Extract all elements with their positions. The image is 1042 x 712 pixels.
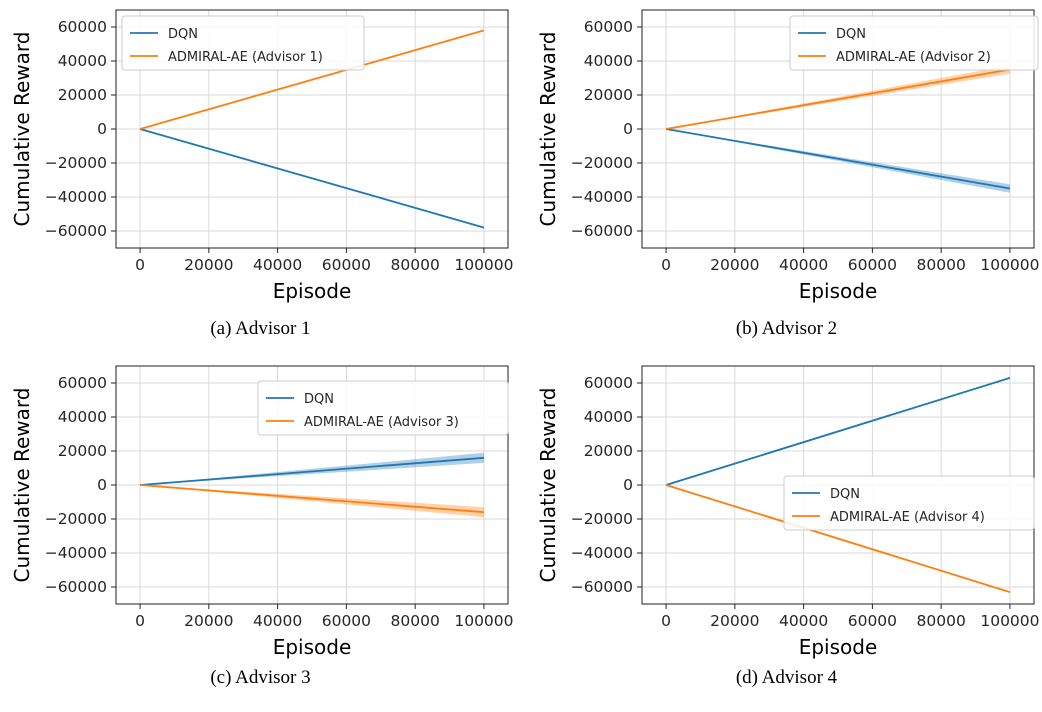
y-tick-label: 20000 <box>58 86 107 104</box>
y-tick-label: −20000 <box>45 510 107 528</box>
x-tick-label: 40000 <box>779 256 828 274</box>
legend: DQN ADMIRAL-AE (Advisor 3) <box>257 380 509 436</box>
legend-label-0: DQN <box>168 27 198 42</box>
series-line-1 <box>665 68 1011 130</box>
x-tick-label: 60000 <box>322 256 371 274</box>
y-tick-label: 20000 <box>584 442 633 460</box>
y-tick-label: 0 <box>97 120 107 138</box>
line-chart-advisor-2: 0 20000 40000 60000 80000 100000 −60000 −40000 −… <box>536 9 1040 303</box>
x-tick-label: 20000 <box>184 256 233 274</box>
chart-panel-advisor-1: 0 20000 40000 60000 80000 100000 −60000 −40000 −… <box>0 0 521 356</box>
y-axis-label: Cumulative Reward <box>536 32 560 227</box>
x-tick-label: 100000 <box>454 612 513 630</box>
y-tick-label: 0 <box>97 476 107 494</box>
x-tick-label: 40000 <box>779 612 828 630</box>
chart-panel-advisor-3: 0 20000 40000 60000 80000 100000 −60000 −40000 −… <box>0 356 521 712</box>
x-tick-label: 20000 <box>184 612 233 630</box>
chart-panel-advisor-2: 0 20000 40000 60000 80000 100000 −60000 −40000 −… <box>526 0 1042 356</box>
series-line-0 <box>665 377 1011 486</box>
line-chart-advisor-3: 0 20000 40000 60000 80000 100000 −60000 −40000 −… <box>10 365 514 659</box>
legend-label-1: ADMIRAL-AE (Advisor 1) <box>168 50 323 65</box>
x-tick-label: 60000 <box>848 612 897 630</box>
chart-panel-advisor-4: 0 20000 40000 60000 80000 100000 −60000 −40000 −… <box>526 356 1042 712</box>
x-tick-label: 100000 <box>980 612 1039 630</box>
y-tick-label: 40000 <box>584 52 633 70</box>
legend: DQN ADMIRAL-AE (Advisor 1) <box>121 15 365 71</box>
y-axis-label: Cumulative Reward <box>10 388 34 583</box>
x-tick-label: 0 <box>661 612 671 630</box>
x-tick-label: 60000 <box>848 256 897 274</box>
legend-label-1: ADMIRAL-AE (Advisor 2) <box>836 50 991 65</box>
x-tick-label: 80000 <box>391 256 440 274</box>
y-tick-label: −60000 <box>45 222 107 240</box>
series-line-0 <box>139 456 485 486</box>
legend: DQN ADMIRAL-AE (Advisor 2) <box>789 15 1039 71</box>
y-tick-label: 60000 <box>58 374 107 392</box>
y-tick-label: 40000 <box>58 408 107 426</box>
line-chart-advisor-1: 0 20000 40000 60000 80000 100000 −60000 −40000 −… <box>10 9 514 303</box>
x-tick-label: 20000 <box>710 256 759 274</box>
x-tick-label: 40000 <box>253 256 302 274</box>
legend-label-0: DQN <box>304 392 334 407</box>
y-tick-label: −20000 <box>571 510 633 528</box>
y-tick-label: 40000 <box>584 408 633 426</box>
y-tick-label: 60000 <box>58 18 107 36</box>
legend-box <box>783 475 1035 531</box>
y-tick-label: −20000 <box>45 154 107 172</box>
y-tick-label: −40000 <box>45 544 107 562</box>
y-tick-label: 20000 <box>584 86 633 104</box>
legend-label-1: ADMIRAL-AE (Advisor 3) <box>304 415 459 430</box>
legend-label-0: DQN <box>830 487 860 502</box>
x-tick-label: 20000 <box>710 612 759 630</box>
y-tick-label: −60000 <box>45 578 107 596</box>
x-tick-label: 0 <box>135 256 145 274</box>
y-tick-label: −20000 <box>571 154 633 172</box>
x-tick-label: 40000 <box>253 612 302 630</box>
x-tick-label: 100000 <box>454 256 513 274</box>
x-axis-label: Episode <box>273 279 352 303</box>
y-tick-label: −40000 <box>571 544 633 562</box>
x-tick-label: 80000 <box>917 256 966 274</box>
x-tick-label: 60000 <box>322 612 371 630</box>
series-line-1 <box>139 484 485 514</box>
legend: DQN ADMIRAL-AE (Advisor 4) <box>783 475 1035 531</box>
y-tick-label: 0 <box>623 476 633 494</box>
series-line-1 <box>139 29 485 130</box>
caption-advisor-3: (c) Advisor 3 <box>210 667 311 688</box>
y-axis-label: Cumulative Reward <box>536 388 560 583</box>
series-band-1 <box>666 65 1010 129</box>
series-band-0 <box>666 129 1010 193</box>
legend-box <box>789 15 1039 71</box>
series-line-0 <box>665 128 1011 190</box>
x-axis-label: Episode <box>799 635 878 659</box>
series-line-1 <box>665 484 1011 593</box>
x-tick-label: 100000 <box>980 256 1039 274</box>
y-tick-label: −40000 <box>571 188 633 206</box>
y-tick-label: −60000 <box>571 222 633 240</box>
legend-label-0: DQN <box>836 27 866 42</box>
x-tick-label: 0 <box>135 612 145 630</box>
y-tick-label: −60000 <box>571 578 633 596</box>
caption-advisor-1: (a) Advisor 1 <box>210 318 311 339</box>
caption-advisor-4: (d) Advisor 4 <box>735 667 838 688</box>
y-tick-label: 60000 <box>584 18 633 36</box>
legend-box <box>121 15 365 71</box>
legend-box <box>257 380 509 436</box>
caption-advisor-2: (b) Advisor 2 <box>735 318 838 339</box>
legend-label-1: ADMIRAL-AE (Advisor 4) <box>830 510 985 525</box>
y-tick-label: 60000 <box>584 374 633 392</box>
x-axis-label: Episode <box>799 279 878 303</box>
x-axis-label: Episode <box>273 635 352 659</box>
y-tick-label: −40000 <box>45 188 107 206</box>
y-tick-label: 20000 <box>58 442 107 460</box>
x-tick-label: 80000 <box>391 612 440 630</box>
x-tick-label: 0 <box>661 256 671 274</box>
y-axis-label: Cumulative Reward <box>10 32 34 227</box>
y-tick-label: 0 <box>623 120 633 138</box>
y-tick-label: 40000 <box>58 52 107 70</box>
x-tick-label: 80000 <box>917 612 966 630</box>
line-chart-advisor-4: 0 20000 40000 60000 80000 100000 −60000 −40000 −… <box>536 365 1040 659</box>
series-line-0 <box>139 128 485 229</box>
